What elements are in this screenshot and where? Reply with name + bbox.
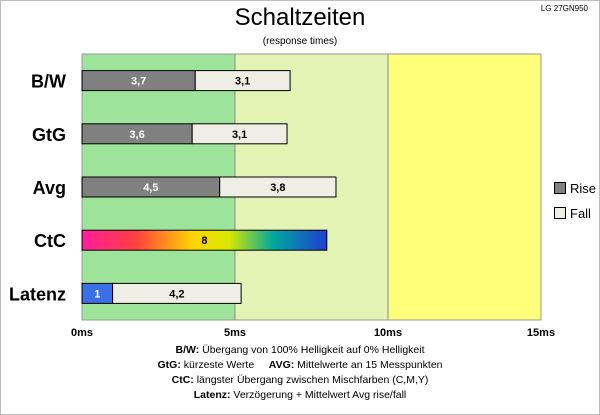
note-gtg-text: kürzeste Werte: [183, 359, 255, 371]
label-fall-4: 4,2: [169, 288, 184, 300]
x-tick-label-0: 0ms: [71, 327, 93, 339]
note-gtg-avg: GtG: kürzeste Werte AVG: Mittelwerte an …: [0, 358, 600, 373]
category-label-4: Latenz: [9, 284, 66, 304]
legend-fall-label: Fall: [570, 206, 591, 221]
bar-fall-4: [112, 282, 242, 304]
legend-fall-swatch: [554, 207, 566, 219]
label-rise-3: 8: [201, 235, 207, 247]
note-ctc: CtC: längster Übergang zwischen Mischfar…: [0, 373, 600, 388]
note-gtg-key: GtG:: [157, 359, 181, 371]
label-rise-4: 1: [94, 288, 100, 300]
category-label-1: GtG: [32, 125, 66, 145]
x-tick-label-3: 15ms: [527, 327, 555, 339]
bar-fall-2: [219, 176, 337, 198]
note-latenz-text: Verzögerung + Mittelwert Avg rise/fall: [233, 389, 407, 401]
model-label: LG 27GN950: [540, 4, 588, 13]
footnotes: B/W: Übergang von 100% Helligkeit auf 0%…: [0, 343, 600, 403]
note-latenz-key: Latenz:: [193, 389, 231, 401]
category-label-2: Avg: [33, 178, 66, 198]
response-time-chart: 3,7 3,1 3,6 3,1 4,5 3,8 8 1 4,2 B/W GtG Avg CtC Late…: [9, 53, 555, 339]
label-rise-2: 4,5: [143, 182, 158, 194]
note-avg-key: AVG:: [268, 359, 295, 371]
bar-rise-3: [81, 229, 328, 251]
note-bw: B/W: Übergang von 100% Helligkeit auf 0%…: [0, 343, 600, 358]
label-fall-2: 3,8: [270, 182, 285, 194]
legend-fall: Fall: [554, 206, 591, 221]
chart-title: Schaltzeiten: [234, 4, 366, 31]
note-bw-text: Übergang von 100% Helligkeit auf 0% Hell…: [202, 344, 425, 356]
legend-rise-swatch: [554, 182, 566, 194]
legend-rise: Rise: [554, 181, 596, 196]
label-rise-0: 3,7: [131, 76, 146, 88]
legend-rise-label: Rise: [570, 181, 597, 196]
note-ctc-text: längster Übergang zwischen Mischfarben (…: [196, 374, 429, 386]
category-label-0: B/W: [31, 72, 66, 92]
chart-subtitle: (response times): [262, 36, 338, 47]
note-latenz: Latenz: Verzögerung + Mittelwert Avg ris…: [0, 388, 600, 403]
note-ctc-key: CtC:: [171, 374, 194, 386]
note-avg-text: Mittelwerte an 15 Messpunkten: [297, 359, 443, 371]
label-fall-1: 3,1: [232, 129, 247, 141]
bar-fall-1: [191, 123, 288, 145]
label-rise-1: 3,6: [129, 129, 144, 141]
note-bw-key: B/W:: [175, 344, 200, 356]
category-label-3: CtC: [34, 231, 66, 251]
label-fall-0: 3,1: [235, 76, 250, 88]
x-tick-label-1: 5ms: [224, 327, 246, 339]
bar-fall-0: [194, 70, 291, 92]
zone-2: [388, 54, 541, 320]
x-tick-label-2: 10ms: [374, 327, 402, 339]
